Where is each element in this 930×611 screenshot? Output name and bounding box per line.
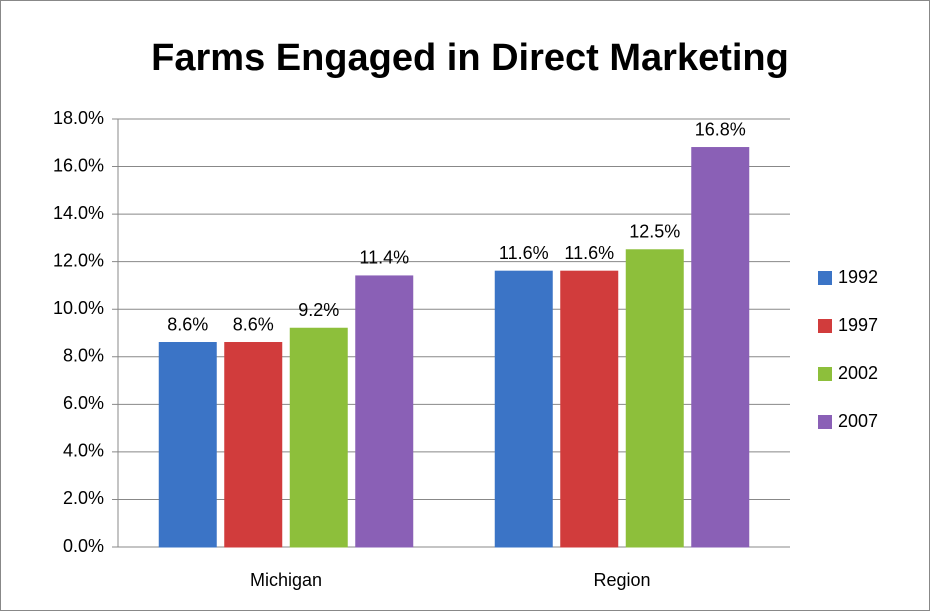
bar [494,270,553,548]
legend-swatch [818,367,832,381]
y-tick-label: 4.0% [63,441,104,461]
y-tick-label: 14.0% [53,203,104,223]
data-label: 8.6% [233,314,274,334]
bar [625,249,684,548]
bar [158,342,217,548]
bar [289,327,348,548]
data-label: 11.4% [359,248,409,268]
legend-label: 1992 [838,267,878,287]
y-tick-label: 12.0% [53,250,104,270]
data-label: 8.6% [167,314,208,334]
bar [691,147,750,548]
y-tick-label: 16.0% [53,155,104,175]
y-tick-label: 10.0% [53,298,104,318]
legend-label: 2002 [838,363,878,383]
x-tick-label: Region [593,570,650,590]
legend-label: 2007 [838,411,878,431]
y-tick-label: 2.0% [63,488,104,508]
bar [224,342,283,548]
x-tick-label: Michigan [250,570,322,590]
data-label: 12.5% [629,222,680,242]
y-tick-label: 8.0% [63,346,104,366]
legend-swatch [818,271,832,285]
y-tick-label: 6.0% [63,393,104,413]
y-tick-label: 0.0% [63,536,104,556]
bar [560,270,619,548]
data-label: 16.8% [695,119,746,139]
data-label: 11.6% [499,243,549,263]
legend-label: 1997 [838,315,878,335]
chart-title: Farms Engaged in Direct Marketing [151,37,789,79]
legend-swatch [818,415,832,429]
legend-swatch [818,319,832,333]
data-label: 9.2% [298,300,339,320]
data-label: 11.6% [564,243,614,263]
bar [355,275,414,548]
y-tick-label: 18.0% [53,108,104,128]
